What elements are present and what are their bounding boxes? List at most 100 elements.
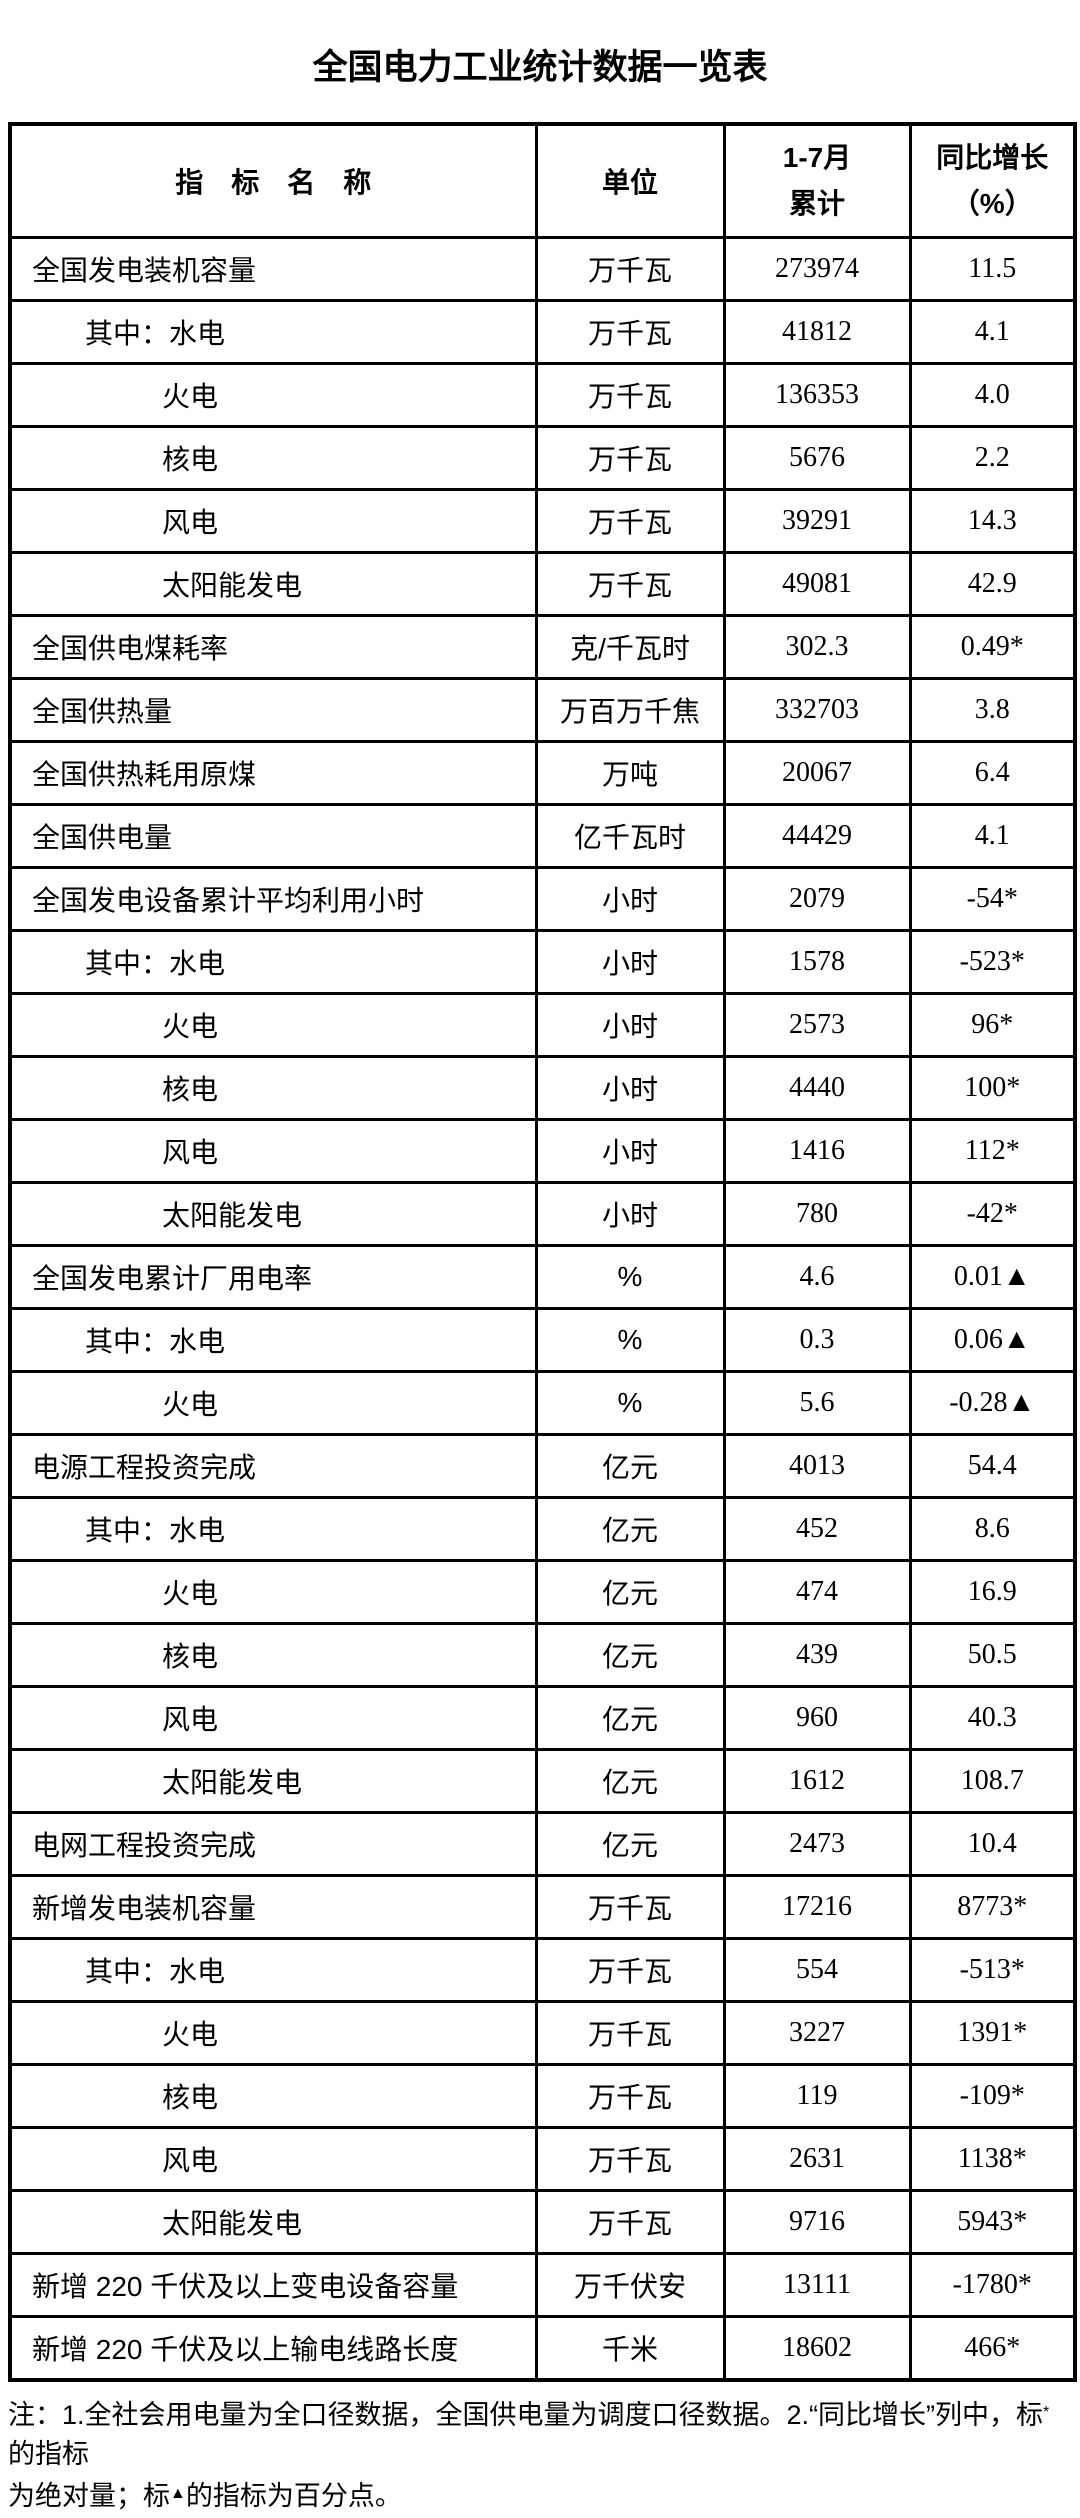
cell-indicator-name: 核电 [8, 425, 538, 491]
table-row: 火电% 5.6 -0.28▲ [8, 1370, 1077, 1436]
cell-period-total-value: 136353 [722, 362, 912, 428]
cell-period-total-value: 44429 [722, 803, 912, 869]
footnote-line-1-tail: 的指标 [8, 2439, 89, 2469]
cell-period-total-value: 780 [722, 1181, 912, 1247]
cell-period-total-value: 2631 [722, 2126, 912, 2192]
footnote-asterisk-marker: * [1043, 2404, 1050, 2421]
cell-unit: 亿元 [534, 1559, 726, 1625]
cell-indicator-name: 全国发电设备累计平均利用小时 [8, 866, 538, 932]
cell-period-total-value: 474 [722, 1559, 912, 1625]
cell-indicator-name: 其中：水电 [8, 1496, 538, 1562]
cell-unit: 万千瓦 [534, 2126, 726, 2192]
table-header: 指 标 名 称 单位 1-7月 累计 同比增长 （%） [8, 122, 1077, 239]
cell-yoy-growth-value: 0.06▲ [908, 1307, 1077, 1373]
cell-unit: 克/千瓦时 [534, 614, 726, 680]
cell-period-total-value: 1416 [722, 1118, 912, 1184]
cell-indicator-name: 火电 [8, 2000, 538, 2066]
cell-yoy-growth-value: 54.4 [908, 1433, 1077, 1499]
cell-period-total-value: 4440 [722, 1055, 912, 1121]
header-cell-yoy-growth: 同比增长 （%） [908, 122, 1077, 239]
cell-yoy-growth-value: -0.28▲ [908, 1370, 1077, 1436]
cell-yoy-growth-value: 0.49* [908, 614, 1077, 680]
cell-period-total-value: 332703 [722, 677, 912, 743]
cell-unit: 万百万千焦 [534, 677, 726, 743]
footnote: 注：1.全社会用电量为全口径数据，全国供电量为调度口径数据。2.“同比增长”列中… [8, 2393, 1070, 2516]
cell-unit: 万千瓦 [534, 236, 726, 302]
cell-unit: 亿元 [534, 1811, 726, 1877]
page-title: 全国电力工业统计数据一览表 [312, 48, 768, 87]
header-growth-line-2: （%） [951, 188, 1033, 219]
cell-indicator-name: 太阳能发电 [8, 1748, 538, 1814]
cell-yoy-growth-value: 6.4 [908, 740, 1077, 806]
cell-yoy-growth-value: 2.2 [908, 425, 1077, 491]
cell-period-total-value: 5.6 [722, 1370, 912, 1436]
header-cell-indicator-name: 指 标 名 称 [8, 122, 538, 239]
cell-unit: 亿元 [534, 1685, 726, 1751]
cell-unit: 小时 [534, 929, 726, 995]
table-row: 风电 小时 1416 112* [8, 1118, 1077, 1184]
table-row: 全国供电量 亿千瓦时 44429 4.1 [8, 803, 1077, 869]
cell-yoy-growth-value: 50.5 [908, 1622, 1077, 1688]
cell-unit: 万千瓦 [534, 425, 726, 491]
cell-indicator-name: 新增 220 千伏及以上输电线路长度 [8, 2315, 538, 2382]
cell-indicator-name: 新增发电装机容量 [8, 1874, 538, 1940]
header-cell-period-total: 1-7月 累计 [722, 122, 912, 239]
cell-period-total-value: 9716 [722, 2189, 912, 2255]
cell-indicator-name: 全国供电量 [8, 803, 538, 869]
cell-yoy-growth-value: 112* [908, 1118, 1077, 1184]
cell-period-total-value: 1578 [722, 929, 912, 995]
cell-period-total-value: 0.3 [722, 1307, 912, 1373]
cell-unit: 小时 [534, 992, 726, 1058]
statistics-table: 指 标 名 称 单位 1-7月 累计 同比增长 （%） 全国发电装机容量 万千瓦 2… [8, 122, 1077, 2382]
cell-unit: 万千瓦 [534, 1874, 726, 1940]
cell-period-total-value: 302.3 [722, 614, 912, 680]
cell-period-total-value: 960 [722, 1685, 912, 1751]
table-row: 太阳能发电 亿元 1612 108.7 [8, 1748, 1077, 1814]
table-row: 火电 亿元 474 16.9 [8, 1559, 1077, 1625]
table-row: 核电 万千瓦 119 -109* [8, 2063, 1077, 2129]
cell-period-total-value: 20067 [722, 740, 912, 806]
cell-indicator-name: 全国供热耗用原煤 [8, 740, 538, 806]
cell-indicator-name: 全国供热量 [8, 677, 538, 743]
footnote-line-1: 注：1.全社会用电量为全口径数据，全国供电量为调度口径数据。2.“同比增长”列中… [8, 2393, 1070, 2474]
cell-unit: 万千伏安 [534, 2252, 726, 2318]
cell-unit: 小时 [534, 1181, 726, 1247]
cell-period-total-value: 1612 [722, 1748, 912, 1814]
cell-period-total-value: 49081 [722, 551, 912, 617]
cell-unit: 亿元 [534, 1748, 726, 1814]
cell-period-total-value: 39291 [722, 488, 912, 554]
cell-indicator-name: 火电 [8, 362, 538, 428]
cell-unit: 亿元 [534, 1622, 726, 1688]
cell-period-total-value: 13111 [722, 2252, 912, 2318]
footnote-line-2-tail: 的指标为百分点。 [185, 2481, 402, 2511]
cell-unit: 万千瓦 [534, 299, 726, 365]
cell-indicator-name: 风电 [8, 1685, 538, 1751]
cell-indicator-name: 电源工程投资完成 [8, 1433, 538, 1499]
cell-yoy-growth-value: -523* [908, 929, 1077, 995]
cell-yoy-growth-value: -109* [908, 2063, 1077, 2129]
cell-unit: % [534, 1244, 726, 1310]
table-row: 全国发电累计厂用电率% 4.6 0.01▲ [8, 1244, 1077, 1310]
table-row: 全国发电装机容量 万千瓦 273974 11.5 [8, 236, 1077, 302]
header-period-line-2: 累计 [788, 188, 845, 219]
cell-yoy-growth-value: 40.3 [908, 1685, 1077, 1751]
cell-yoy-growth-value: 3.8 [908, 677, 1077, 743]
cell-unit: 千米 [534, 2315, 726, 2382]
cell-yoy-growth-value: -513* [908, 1937, 1077, 2003]
header-period-line-1: 1-7月 [782, 142, 852, 173]
cell-yoy-growth-value: 14.3 [908, 488, 1077, 554]
cell-indicator-name: 火电 [8, 1370, 538, 1436]
cell-unit: 万千瓦 [534, 2063, 726, 2129]
cell-yoy-growth-value: 466* [908, 2315, 1077, 2382]
cell-yoy-growth-value: 8.6 [908, 1496, 1077, 1562]
cell-period-total-value: 4013 [722, 1433, 912, 1499]
table-row: 全国供电煤耗率 克/千瓦时 302.3 0.49* [8, 614, 1077, 680]
cell-unit: 亿千瓦时 [534, 803, 726, 869]
cell-unit: 小时 [534, 1055, 726, 1121]
table-row: 电网工程投资完成 亿元 2473 10.4 [8, 1811, 1077, 1877]
cell-indicator-name: 风电 [8, 1118, 538, 1184]
table-row: 太阳能发电 万千瓦 9716 5943* [8, 2189, 1077, 2255]
table-body: 全国发电装机容量 万千瓦 273974 11.5 其中：水电 万千瓦 41812 4.1 火电万… [8, 236, 1077, 2382]
cell-indicator-name: 其中：水电 [8, 1937, 538, 2003]
